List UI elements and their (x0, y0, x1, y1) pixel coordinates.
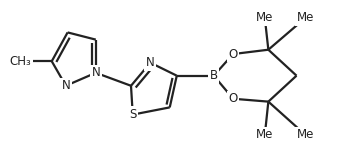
Text: Me: Me (256, 128, 273, 141)
Text: N: N (61, 79, 70, 92)
Text: B: B (210, 69, 218, 82)
Text: N: N (91, 66, 100, 79)
Text: N: N (146, 56, 155, 69)
Text: O: O (228, 48, 238, 60)
Text: O: O (228, 92, 238, 105)
Text: CH₃: CH₃ (9, 55, 31, 68)
Text: Me: Me (297, 12, 314, 24)
Text: S: S (129, 108, 137, 121)
Text: Me: Me (297, 128, 314, 141)
Text: Me: Me (256, 12, 273, 24)
